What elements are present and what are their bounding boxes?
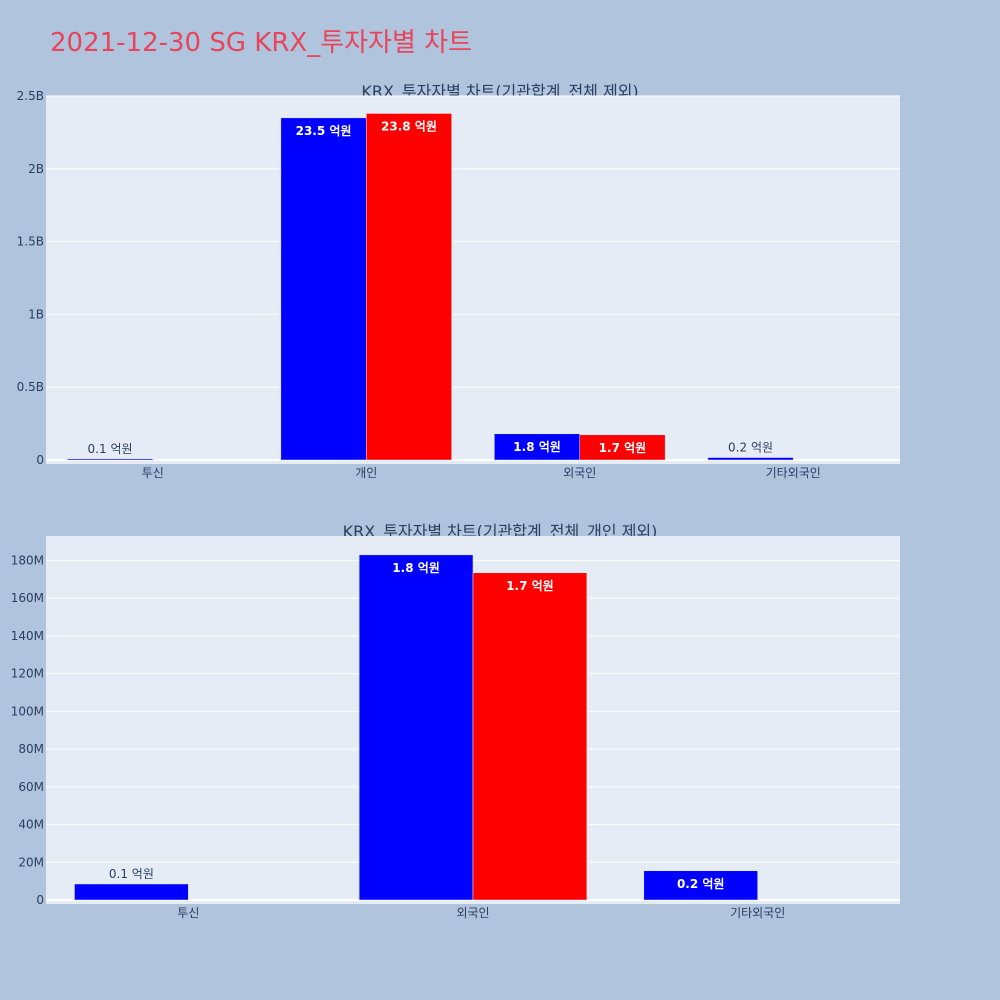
y-tick-label: 1B xyxy=(28,307,44,321)
y-tick-label: 180M xyxy=(11,554,44,568)
plot-area xyxy=(46,96,900,464)
data-label: 0.1 억원 xyxy=(109,867,154,881)
data-label: 0.2 억원 xyxy=(677,877,725,891)
y-tick-label: 0 xyxy=(36,893,44,907)
data-label: 23.8 억원 xyxy=(381,119,437,133)
bar xyxy=(579,434,666,461)
bar xyxy=(280,117,367,461)
bar xyxy=(494,433,581,461)
x-tick-label: 투신 xyxy=(177,906,199,920)
y-tick-label: 80M xyxy=(18,742,44,756)
y-tick-label: 60M xyxy=(18,780,44,794)
y-tick-label: 20M xyxy=(18,855,44,869)
data-label: 1.8 억원 xyxy=(513,440,561,454)
bar xyxy=(707,457,794,461)
data-label: 0.1 억원 xyxy=(88,442,133,456)
y-tick-label: 2B xyxy=(28,162,44,176)
data-label: 23.5 억원 xyxy=(296,124,352,138)
data-label: 0.2 억원 xyxy=(728,441,773,455)
x-tick-label: 외국인 xyxy=(563,466,596,480)
bar xyxy=(74,883,189,901)
bar xyxy=(366,113,452,461)
y-tick-label: 2.5B xyxy=(17,89,44,103)
bar xyxy=(472,572,588,901)
x-tick-label: 기타외국인 xyxy=(730,906,785,920)
bar xyxy=(67,458,153,461)
x-tick-label: 투신 xyxy=(142,466,164,480)
x-tick-label: 기타외국인 xyxy=(766,466,821,480)
bar xyxy=(643,870,758,901)
y-tick-label: 120M xyxy=(11,667,44,681)
data-label: 1.8 억원 xyxy=(392,561,440,575)
x-tick-label: 개인 xyxy=(355,466,377,480)
page-title: 2021-12-30 SG KRX_투자자별 차트 xyxy=(50,28,472,58)
x-tick-label: 외국인 xyxy=(456,906,489,920)
y-tick-label: 0 xyxy=(36,453,44,467)
y-tick-label: 140M xyxy=(11,629,44,643)
y-tick-label: 100M xyxy=(11,704,44,718)
chart-2: 0 20M 40M 60M 80M 100M 120M 140M 160M 180M 투신 0.1 억… xyxy=(11,536,900,920)
y-tick-label: 40M xyxy=(18,818,44,832)
y-tick-label: 1.5B xyxy=(17,235,44,249)
y-tick-label: 0.5B xyxy=(17,380,44,394)
y-tick-label: 160M xyxy=(11,591,44,605)
bar xyxy=(358,554,474,901)
data-label: 1.7 억원 xyxy=(506,579,554,593)
data-label: 1.7 억원 xyxy=(599,441,647,455)
